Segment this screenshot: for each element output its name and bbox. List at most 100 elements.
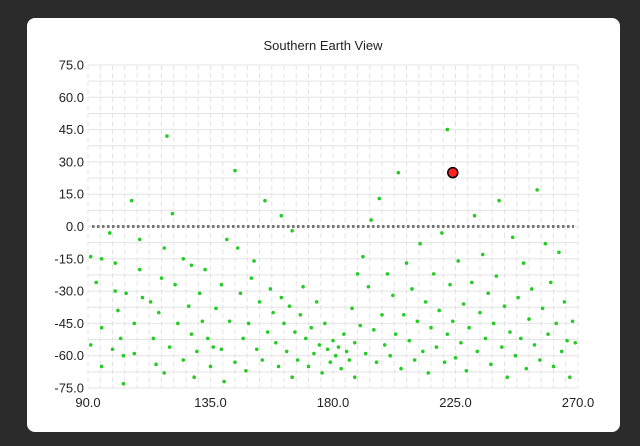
data-point xyxy=(380,312,384,317)
data-point xyxy=(282,321,286,326)
y-tick-label: 15.0 xyxy=(59,187,84,202)
x-tick-label: 270.0 xyxy=(562,395,595,410)
data-point xyxy=(162,246,167,250)
x-axis-ticks: 90.0 135.0 180.0 225.0 270.0 xyxy=(75,395,594,410)
data-point xyxy=(568,375,572,380)
data-point xyxy=(233,168,237,173)
data-point xyxy=(309,325,314,330)
data-point xyxy=(532,343,537,347)
data-point xyxy=(502,304,507,308)
data-point xyxy=(235,246,240,250)
data-point xyxy=(176,321,180,326)
data-point xyxy=(410,287,414,291)
data-point xyxy=(339,366,343,371)
data-point xyxy=(170,211,175,216)
data-point xyxy=(219,282,224,287)
y-tick-label: -45.0 xyxy=(54,316,84,331)
y-tick-label: -60.0 xyxy=(54,348,84,363)
data-point xyxy=(415,319,420,324)
data-point xyxy=(197,291,202,296)
data-point xyxy=(165,134,169,138)
data-point xyxy=(505,375,510,380)
data-point xyxy=(314,300,319,304)
data-point xyxy=(121,381,126,386)
data-point xyxy=(508,330,512,334)
data-point xyxy=(331,338,335,343)
data-point xyxy=(205,336,210,341)
data-point xyxy=(211,345,216,349)
data-point xyxy=(208,364,213,369)
data-point xyxy=(124,291,128,296)
data-point xyxy=(129,198,134,203)
data-point xyxy=(265,330,270,334)
data-point xyxy=(377,196,382,201)
data-point xyxy=(366,284,371,289)
data-point xyxy=(192,375,196,380)
data-point xyxy=(418,241,422,246)
data-point xyxy=(546,332,550,336)
data-point xyxy=(393,332,398,336)
data-point xyxy=(200,319,205,324)
x-tick-label: 225.0 xyxy=(439,395,472,410)
data-point xyxy=(461,302,466,306)
data-point xyxy=(244,368,248,373)
data-point xyxy=(140,295,145,300)
data-point xyxy=(352,340,357,345)
data-point xyxy=(238,291,243,296)
data-points xyxy=(88,127,578,386)
highlight-point[interactable] xyxy=(447,166,459,179)
data-point xyxy=(257,300,262,304)
data-point xyxy=(557,250,561,255)
data-point xyxy=(565,338,569,343)
data-point xyxy=(551,364,556,369)
data-point xyxy=(233,360,237,364)
data-point xyxy=(336,345,341,349)
data-point xyxy=(162,371,167,375)
y-tick-label: 0.0 xyxy=(66,219,84,234)
data-point xyxy=(113,289,118,293)
data-point xyxy=(241,336,245,341)
data-point xyxy=(203,267,207,272)
data-point xyxy=(317,343,322,347)
data-point xyxy=(225,237,229,242)
data-point xyxy=(263,198,267,203)
data-point xyxy=(516,295,520,300)
data-point xyxy=(472,213,477,218)
data-point xyxy=(246,321,251,326)
data-point xyxy=(478,310,482,315)
data-point xyxy=(470,280,474,285)
data-point xyxy=(361,254,365,259)
data-point xyxy=(554,321,559,326)
data-point xyxy=(344,349,349,354)
data-point xyxy=(271,310,275,315)
data-point xyxy=(445,127,450,132)
data-point xyxy=(284,349,289,354)
data-point xyxy=(214,306,218,311)
data-point xyxy=(189,332,194,336)
data-point xyxy=(510,235,515,240)
data-point xyxy=(524,366,529,371)
data-point xyxy=(151,336,156,341)
data-point xyxy=(426,371,431,375)
data-point xyxy=(483,336,488,341)
data-point xyxy=(404,261,409,265)
x-tick-label: 135.0 xyxy=(194,395,227,410)
data-point xyxy=(156,310,161,315)
data-point xyxy=(486,291,490,296)
data-point xyxy=(227,319,232,324)
data-point xyxy=(559,349,564,354)
data-point xyxy=(440,231,444,235)
data-point xyxy=(320,371,324,375)
data-point xyxy=(118,336,123,341)
data-point xyxy=(276,364,281,369)
data-point xyxy=(121,353,126,358)
data-point xyxy=(295,358,300,362)
data-point xyxy=(570,319,575,324)
data-point xyxy=(260,358,265,362)
data-point xyxy=(421,349,425,354)
data-point xyxy=(499,345,504,349)
data-point xyxy=(401,312,406,317)
data-point xyxy=(497,198,501,203)
data-point xyxy=(407,338,412,343)
data-point xyxy=(429,325,433,330)
